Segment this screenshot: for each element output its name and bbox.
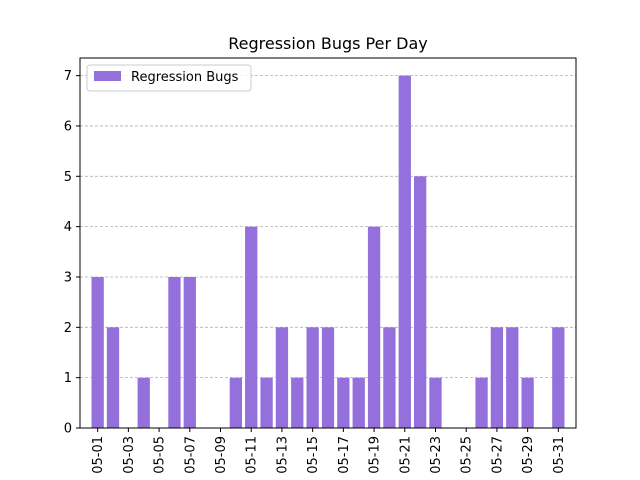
x-tick-label: 05-15 [306, 436, 321, 474]
y-axis: 0 1 2 3 4 5 6 7 [64, 69, 80, 437]
bar-05-02 [106, 327, 120, 428]
x-tick-label: 05-25 [460, 436, 475, 474]
bars [91, 75, 565, 428]
x-tick-label: 05-09 [214, 436, 229, 474]
y-tick-label: 7 [64, 69, 72, 84]
y-tick-label: 4 [64, 220, 72, 235]
legend: Regression Bugs [86, 64, 252, 92]
x-tick-label: 05-29 [521, 436, 536, 474]
bar-05-26 [475, 377, 488, 428]
bar-05-19 [367, 226, 381, 428]
x-tick-label: 05-27 [490, 436, 505, 474]
bar-05-06 [168, 276, 181, 428]
x-tick-label: 05-03 [122, 436, 137, 474]
bar-05-18 [352, 377, 365, 428]
bar-05-16 [321, 327, 335, 428]
bar-05-10 [229, 377, 243, 428]
bar-05-27 [490, 327, 504, 428]
y-tick-label: 6 [64, 119, 72, 134]
bar-05-28 [506, 327, 519, 428]
x-tick-label: 05-05 [153, 436, 168, 474]
bar-05-22 [413, 176, 427, 428]
x-tick-label: 05-07 [183, 436, 198, 474]
bar-05-23 [429, 377, 442, 428]
x-tick-label: 05-11 [245, 436, 260, 474]
x-tick-label: 05-01 [91, 436, 106, 474]
bar-05-14 [291, 377, 304, 428]
y-tick-label: 3 [64, 270, 72, 285]
bar-05-29 [521, 377, 534, 428]
bar-05-07 [183, 276, 196, 428]
bar-05-17 [337, 377, 350, 428]
y-tick-label: 5 [64, 170, 72, 185]
bar-05-13 [275, 327, 289, 428]
bar-05-20 [383, 327, 396, 428]
y-tick-label: 2 [64, 321, 72, 336]
bar-05-15 [306, 327, 319, 428]
bar-05-01 [91, 276, 104, 428]
legend-swatch [94, 71, 121, 81]
bar-05-21 [398, 75, 411, 428]
plot-area-frame [79, 57, 577, 429]
legend-box [86, 64, 252, 92]
x-tick-label: 05-19 [368, 436, 383, 474]
x-tick-label: 05-31 [552, 436, 567, 474]
bar-05-31 [552, 327, 565, 428]
bar-05-04 [137, 377, 150, 428]
chart-title: Regression Bugs Per Day [228, 34, 427, 53]
x-axis: 05-01 05-03 05-05 05-07 05-09 05-11 05-13 05-15… [91, 428, 567, 474]
x-tick-label: 05-21 [398, 436, 413, 474]
y-tick-label: 1 [64, 371, 72, 386]
bar-05-11 [245, 226, 258, 428]
x-tick-label: 05-17 [337, 436, 352, 474]
bar-05-12 [260, 377, 273, 428]
y-tick-label: 0 [64, 422, 72, 437]
legend-label: Regression Bugs [131, 70, 239, 85]
x-tick-label: 05-13 [275, 436, 290, 474]
x-tick-label: 05-23 [429, 436, 444, 474]
